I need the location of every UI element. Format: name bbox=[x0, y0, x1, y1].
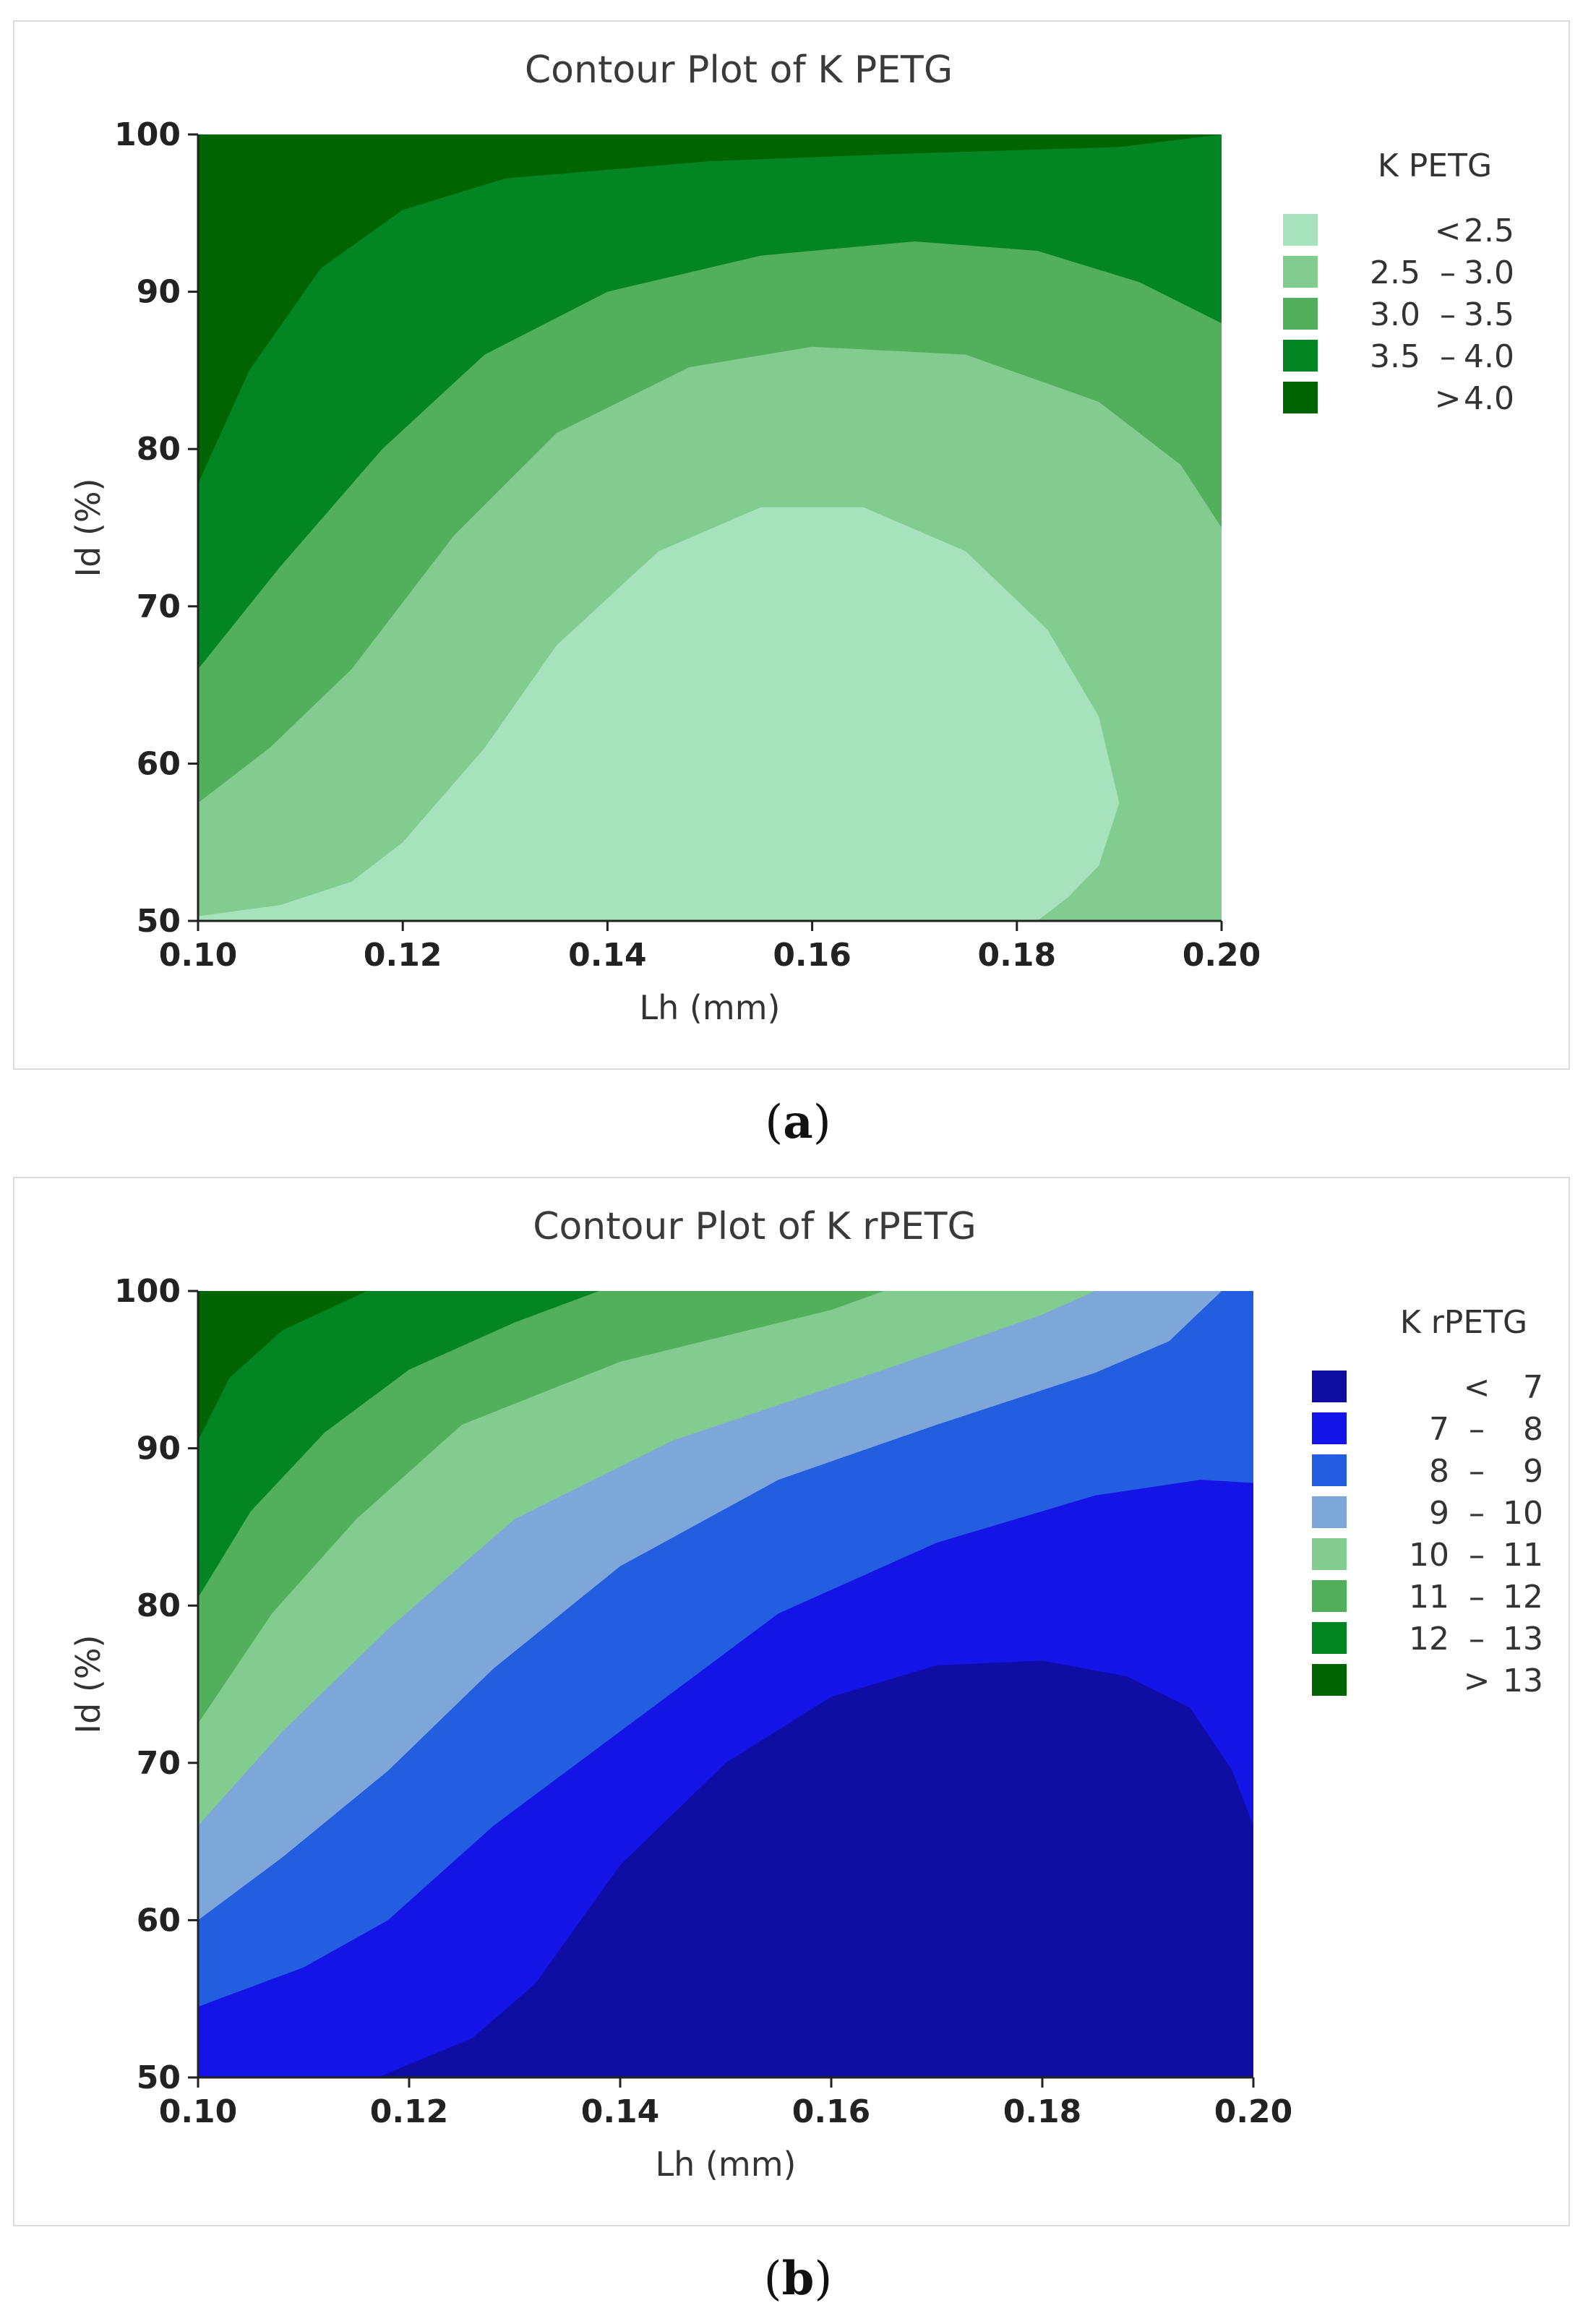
legend-symbol: > bbox=[1435, 380, 1462, 417]
x-tick-label: 0.18 bbox=[978, 937, 1057, 974]
y-tick-label: 90 bbox=[137, 1431, 181, 1467]
legend-upper: 7 bbox=[1523, 1369, 1543, 1406]
legend-swatch bbox=[1283, 382, 1318, 413]
legend-symbol: – bbox=[1469, 1621, 1485, 1657]
legend-symbol: – bbox=[1440, 296, 1456, 333]
y-tick-label: 50 bbox=[137, 903, 181, 940]
legend-swatch bbox=[1283, 214, 1318, 246]
legend-symbol: > bbox=[1464, 1663, 1490, 1699]
x-tick-label: 0.14 bbox=[568, 937, 647, 974]
legend-title: K PETG bbox=[1378, 147, 1492, 184]
legend-lower: 11 bbox=[1409, 1579, 1449, 1616]
contour-band-2.5 bbox=[198, 507, 1120, 921]
legend-swatch bbox=[1312, 1622, 1347, 1654]
legend-upper: 10 bbox=[1503, 1495, 1543, 1532]
legend-symbol: – bbox=[1440, 338, 1456, 375]
x-tick-label: 0.20 bbox=[1183, 937, 1261, 974]
legend-title: K rPETG bbox=[1400, 1304, 1527, 1341]
contour-band-12 bbox=[198, 1291, 599, 1598]
caption-a: (a) bbox=[765, 1095, 831, 1149]
x-tick-label: 0.14 bbox=[581, 2093, 660, 2130]
y-tick-label: 100 bbox=[114, 116, 181, 153]
contour-band-3.5 bbox=[198, 134, 1222, 669]
contour-chart-a: Contour Plot of K PETG 0.10 0.12 0.14 0.16 0.… bbox=[69, 48, 1514, 1027]
x-tick-label: 0.18 bbox=[1003, 2093, 1082, 2130]
legend-swatch bbox=[1312, 1580, 1347, 1612]
legend-lower: 3.5 bbox=[1370, 338, 1420, 375]
x-tick-label: 0.16 bbox=[773, 937, 851, 974]
legend-upper: 12 bbox=[1503, 1579, 1543, 1616]
legend-upper: 3.5 bbox=[1464, 296, 1514, 333]
y-tick-label: 70 bbox=[137, 1745, 181, 1782]
contour-chart-b: Contour Plot of K rPETG 0.10 0.12 0.14 0.16 0… bbox=[69, 1205, 1543, 2184]
chart-title: Contour Plot of K rPETG bbox=[533, 1205, 977, 1248]
caption-b: (b) bbox=[763, 2252, 833, 2306]
legend-lower: 9 bbox=[1429, 1495, 1449, 1532]
legend-swatch bbox=[1312, 1454, 1347, 1486]
legend-upper: 2.5 bbox=[1464, 213, 1514, 249]
x-tick-label: 0.10 bbox=[159, 937, 238, 974]
y-axis-label: Id (%) bbox=[69, 1635, 108, 1734]
legend-lower: 10 bbox=[1409, 1537, 1449, 1574]
legend-symbol: – bbox=[1469, 1495, 1485, 1532]
y-tick-label: 60 bbox=[137, 745, 181, 782]
y-tick-label: 80 bbox=[137, 431, 181, 468]
y-axis-label: Id (%) bbox=[69, 479, 108, 578]
legend-lower: 3.0 bbox=[1370, 296, 1420, 333]
y-tick-label: 100 bbox=[114, 1273, 181, 1310]
legend-upper: 4.0 bbox=[1464, 380, 1514, 417]
y-tick-label: 60 bbox=[137, 1902, 181, 1939]
x-axis-label: Lh (mm) bbox=[656, 2145, 797, 2184]
legend-upper: 8 bbox=[1523, 1411, 1543, 1448]
legend-lower: 2.5 bbox=[1370, 254, 1420, 291]
contour-band-13 bbox=[198, 1291, 367, 1441]
x-tick-label: 0.12 bbox=[370, 2093, 449, 2130]
x-axis-label: Lh (mm) bbox=[640, 988, 781, 1027]
contour-band-4 bbox=[198, 134, 1222, 484]
legend-swatch bbox=[1312, 1496, 1347, 1528]
legend-lower: 8 bbox=[1429, 1453, 1449, 1490]
y-tick-label: 70 bbox=[137, 588, 181, 625]
legend-lower: 12 bbox=[1409, 1621, 1449, 1657]
legend-lower: 7 bbox=[1429, 1411, 1449, 1448]
x-tick-label: 0.12 bbox=[364, 937, 442, 974]
x-tick-label: 0.16 bbox=[792, 2093, 871, 2130]
legend-symbol: – bbox=[1469, 1411, 1485, 1448]
legend-swatch bbox=[1312, 1664, 1347, 1696]
legend-symbol: < bbox=[1464, 1369, 1490, 1406]
legend-symbol: – bbox=[1469, 1579, 1485, 1616]
x-tick-label: 0.10 bbox=[159, 2093, 238, 2130]
contour-panel-b: Contour Plot of K rPETG 0.10 0.12 0.14 0.16 0… bbox=[13, 1177, 1570, 2226]
contour-band-11 bbox=[198, 1291, 884, 1724]
contour-panel-a: Contour Plot of K PETG 0.10 0.12 0.14 0.16 0.… bbox=[13, 20, 1570, 1070]
legend-swatch bbox=[1312, 1538, 1347, 1570]
legend-upper: 3.0 bbox=[1464, 254, 1514, 291]
legend-upper: 9 bbox=[1523, 1453, 1543, 1490]
legend-upper: 11 bbox=[1503, 1537, 1543, 1574]
y-tick-label: 80 bbox=[137, 1587, 181, 1624]
y-tick-label: 50 bbox=[137, 2059, 181, 2096]
y-tick-label: 90 bbox=[137, 274, 181, 311]
contour-band-7 bbox=[377, 1660, 1253, 2077]
legend-swatch bbox=[1283, 298, 1318, 330]
legend-symbol: – bbox=[1440, 254, 1456, 291]
legend-symbol: – bbox=[1469, 1537, 1485, 1574]
legend-swatch bbox=[1283, 340, 1318, 372]
legend: K PETG< 2.52.5–3.03.0–3.53.5–4.0> 4.0 bbox=[1283, 147, 1514, 417]
legend-upper: 4.0 bbox=[1464, 338, 1514, 375]
legend-symbol: – bbox=[1469, 1453, 1485, 1490]
chart-title: Contour Plot of K PETG bbox=[525, 48, 953, 92]
legend-swatch bbox=[1312, 1412, 1347, 1444]
x-tick-label: 0.20 bbox=[1214, 2093, 1293, 2130]
legend-swatch bbox=[1312, 1371, 1347, 1402]
legend-symbol: < bbox=[1435, 213, 1462, 249]
legend-swatch bbox=[1283, 256, 1318, 288]
legend-upper: 13 bbox=[1503, 1621, 1543, 1657]
legend-upper: 13 bbox=[1503, 1663, 1543, 1699]
